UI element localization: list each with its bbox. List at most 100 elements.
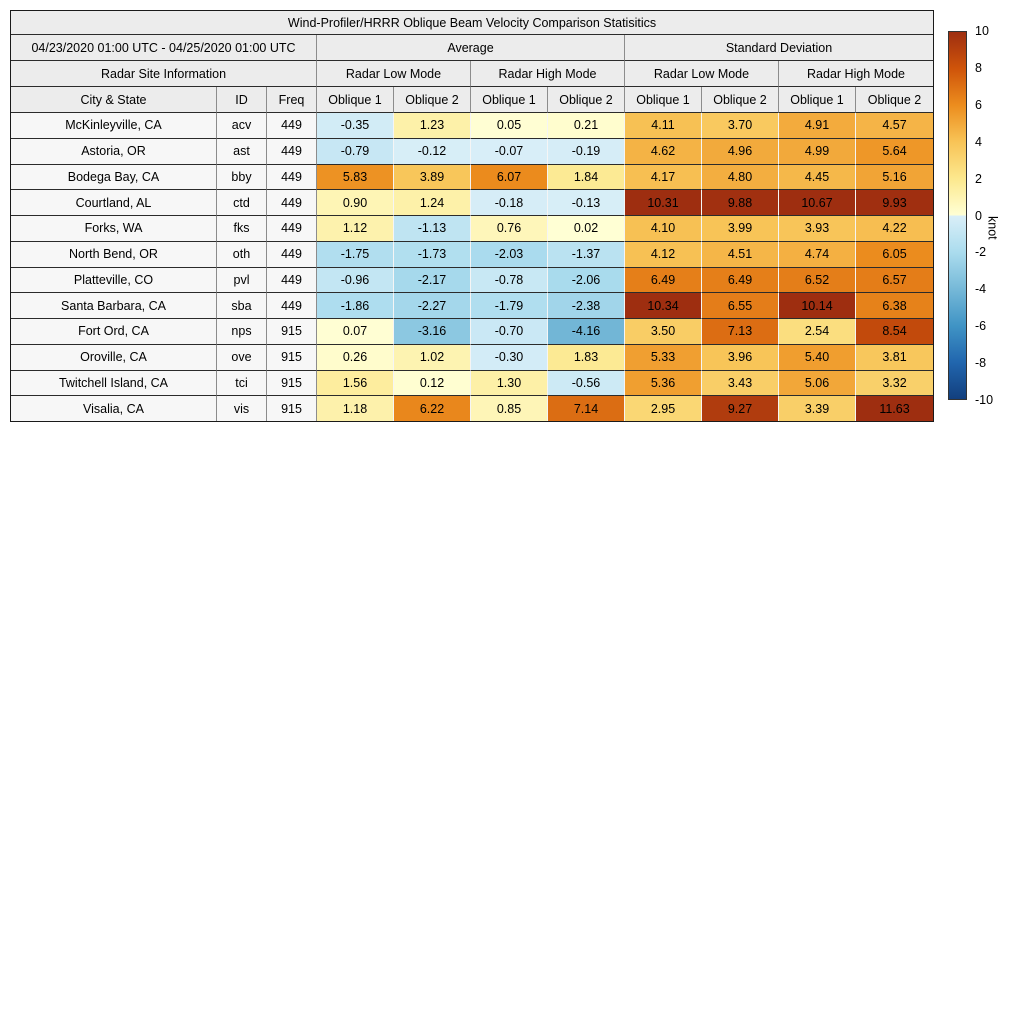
value-cell: 6.49 — [625, 267, 702, 294]
value-cell: -2.38 — [548, 293, 625, 319]
colorbar-tick-label: 8 — [975, 60, 982, 75]
value-cell: 4.11 — [625, 113, 702, 139]
freq-cell: 449 — [267, 164, 317, 191]
freq-cell: 449 — [267, 241, 317, 268]
figure-title: Wind-Profiler/HRRR Oblique Beam Velocity… — [11, 11, 934, 35]
group-header-row: 04/23/2020 01:00 UTC - 04/25/2020 01:00 … — [11, 35, 934, 61]
value-cell: 3.99 — [702, 216, 779, 242]
value-cell: 0.76 — [471, 216, 548, 242]
table-row: Oroville, CA ove 915 0.26 1.02 -0.30 1.83 5.33 3… — [11, 344, 934, 371]
value-cell: 3.32 — [856, 370, 934, 397]
value-cell: 6.49 — [702, 267, 779, 294]
value-cell: 4.51 — [702, 241, 779, 268]
colorbar-unit-label: knot — [985, 215, 1000, 240]
site-id-cell: acv — [217, 113, 267, 139]
value-cell: -1.75 — [317, 241, 394, 268]
value-cell: 4.99 — [779, 138, 856, 165]
value-cell: 2.54 — [779, 319, 856, 345]
city-cell: Courtland, AL — [11, 190, 217, 216]
table-body: McKinleyville, CA acv 449 -0.35 1.23 0.05 0.21… — [11, 113, 934, 421]
value-cell: 9.93 — [856, 190, 934, 216]
value-cell: 10.34 — [625, 293, 702, 319]
value-cell: 3.43 — [702, 370, 779, 397]
site-id-cell: oth — [217, 241, 267, 268]
value-cell: -1.37 — [548, 241, 625, 268]
col-header-oblique2: Oblique 2 — [856, 87, 934, 113]
table-row: Santa Barbara, CA sba 449 -1.86 -2.27 -1.79 -2… — [11, 293, 934, 319]
freq-cell: 449 — [267, 190, 317, 216]
mode-header-std-high: Radar High Mode — [779, 61, 934, 87]
table-row: North Bend, OR oth 449 -1.75 -1.73 -2.03 -1.37… — [11, 241, 934, 268]
value-cell: 6.22 — [394, 396, 471, 421]
value-cell: -0.70 — [471, 319, 548, 345]
value-cell: 6.57 — [856, 267, 934, 294]
value-cell: -0.96 — [317, 267, 394, 294]
site-id-cell: ove — [217, 344, 267, 371]
table-row: Platteville, CO pvl 449 -0.96 -2.17 -0.78 -2.0… — [11, 267, 934, 294]
mode-header-row: Radar Site Information Radar Low Mode Ra… — [11, 61, 934, 87]
value-cell: 1.83 — [548, 344, 625, 371]
value-cell: 3.81 — [856, 344, 934, 371]
site-id-cell: ctd — [217, 190, 267, 216]
table-row: McKinleyville, CA acv 449 -0.35 1.23 0.05 0.21… — [11, 113, 934, 139]
value-cell: -0.35 — [317, 113, 394, 139]
value-cell: -0.56 — [548, 370, 625, 397]
freq-cell: 915 — [267, 396, 317, 421]
value-cell: 4.91 — [779, 113, 856, 139]
value-cell: -0.18 — [471, 190, 548, 216]
value-cell: 1.02 — [394, 344, 471, 371]
table-row: Fort Ord, CA nps 915 0.07 -3.16 -0.70 -4.16 3.5… — [11, 319, 934, 345]
value-cell: 6.07 — [471, 164, 548, 191]
col-header-id: ID — [217, 87, 267, 113]
freq-cell: 449 — [267, 113, 317, 139]
city-cell: North Bend, OR — [11, 241, 217, 268]
value-cell: 9.88 — [702, 190, 779, 216]
value-cell: 4.74 — [779, 241, 856, 268]
value-cell: 0.02 — [548, 216, 625, 242]
site-id-cell: nps — [217, 319, 267, 345]
freq-cell: 915 — [267, 344, 317, 371]
table-row: Forks, WA fks 449 1.12 -1.13 0.76 0.02 4.10 3.99… — [11, 216, 934, 242]
mode-header-avg-low: Radar Low Mode — [317, 61, 471, 87]
table-row: Twitchell Island, CA tci 915 1.56 0.12 1.30 -0… — [11, 370, 934, 397]
value-cell: -0.07 — [471, 138, 548, 165]
col-header-oblique1: Oblique 1 — [471, 87, 548, 113]
city-cell: Visalia, CA — [11, 396, 217, 421]
mode-header-avg-high: Radar High Mode — [471, 61, 625, 87]
value-cell: 10.31 — [625, 190, 702, 216]
site-id-cell: sba — [217, 293, 267, 319]
col-header-oblique1: Oblique 1 — [625, 87, 702, 113]
value-cell: 4.45 — [779, 164, 856, 191]
value-cell: 9.27 — [702, 396, 779, 421]
freq-cell: 449 — [267, 293, 317, 319]
freq-cell: 915 — [267, 370, 317, 397]
colorbar: 10 8 6 4 2 0 -2 -4 -6 -8 -10 knot — [948, 25, 1000, 406]
value-cell: 5.16 — [856, 164, 934, 191]
table-row: Bodega Bay, CA bby 449 5.83 3.89 6.07 1.84 4.17… — [11, 164, 934, 191]
site-id-cell: ast — [217, 138, 267, 165]
stats-table: Wind-Profiler/HRRR Oblique Beam Velocity… — [10, 10, 935, 422]
value-cell: 5.40 — [779, 344, 856, 371]
site-info-header: Radar Site Information — [11, 61, 317, 87]
value-cell: 4.80 — [702, 164, 779, 191]
value-cell: 3.96 — [702, 344, 779, 371]
value-cell: 0.26 — [317, 344, 394, 371]
value-cell: -4.16 — [548, 319, 625, 345]
value-cell: 1.23 — [394, 113, 471, 139]
value-cell: 1.12 — [317, 216, 394, 242]
value-cell: 4.17 — [625, 164, 702, 191]
site-id-cell: pvl — [217, 267, 267, 294]
period-label: 04/23/2020 01:00 UTC - 04/25/2020 01:00 … — [11, 35, 317, 61]
value-cell: 5.36 — [625, 370, 702, 397]
value-cell: -2.17 — [394, 267, 471, 294]
site-id-cell: bby — [217, 164, 267, 191]
city-cell: Astoria, OR — [11, 138, 217, 165]
value-cell: -2.03 — [471, 241, 548, 268]
value-cell: 5.33 — [625, 344, 702, 371]
colorbar-tick-label: -4 — [975, 282, 987, 297]
city-cell: Forks, WA — [11, 216, 217, 242]
city-cell: Oroville, CA — [11, 344, 217, 371]
value-cell: 0.21 — [548, 113, 625, 139]
value-cell: -0.19 — [548, 138, 625, 165]
